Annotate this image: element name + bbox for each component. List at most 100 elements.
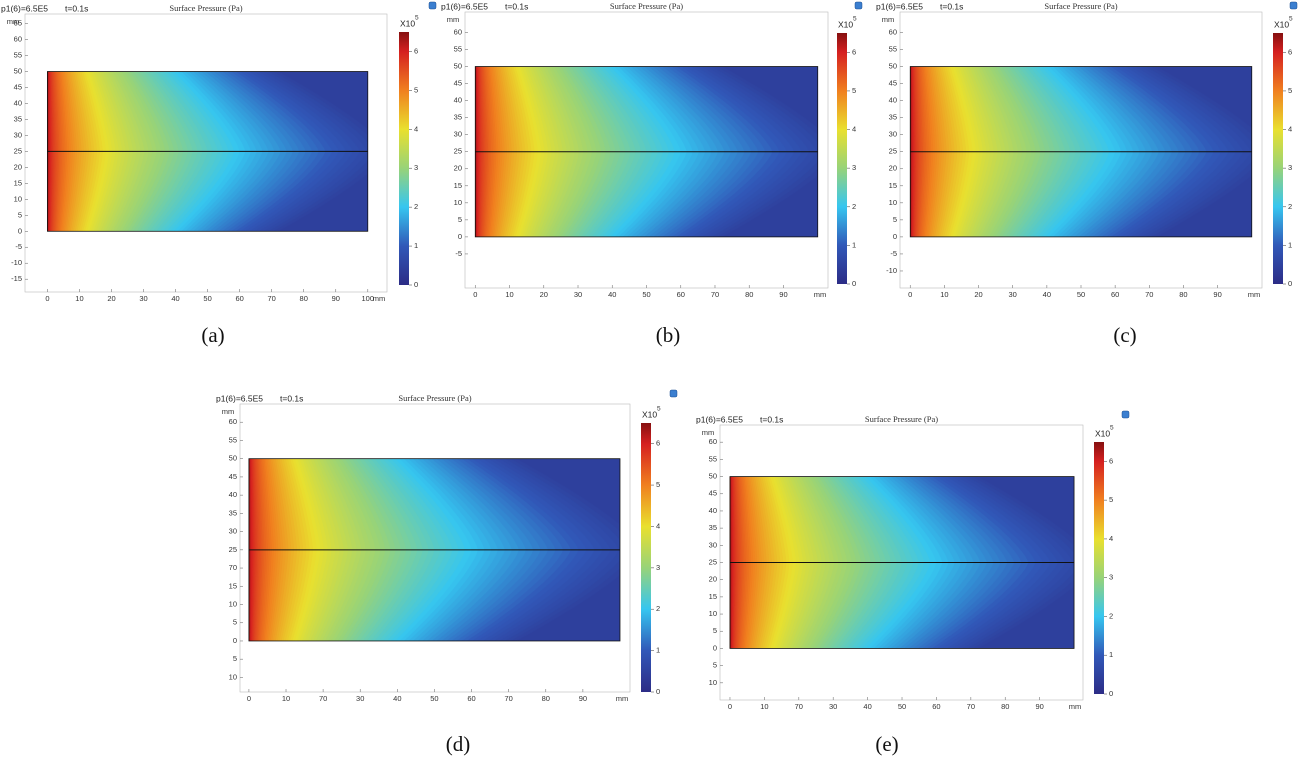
x-tick-label: 10	[282, 694, 290, 703]
y-tick-label: 40	[454, 96, 462, 105]
y-tick-label: 25	[229, 545, 237, 554]
y-tick-label: 0	[893, 232, 897, 241]
x-tick-label: 20	[974, 290, 982, 299]
y-tick-label: -5	[15, 242, 22, 251]
x-tick-label: 60	[932, 702, 940, 711]
x-tick-label: 70	[711, 290, 719, 299]
colorbar-exponent: 5	[657, 406, 661, 413]
x-unit: mm	[1248, 290, 1261, 299]
annotation: p1(6)=6.5E5	[441, 1, 488, 11]
annotation: t=0.1s	[760, 414, 783, 424]
y-tick-label: 5	[713, 661, 717, 670]
y-tick-label: 10	[454, 198, 462, 207]
x-tick-label: 40	[863, 702, 871, 711]
x-tick-label: 40	[393, 694, 401, 703]
colorbar-tick-label: 1	[1288, 240, 1292, 249]
annotation: t=0.1s	[65, 3, 88, 13]
x-tick-label: 0	[247, 694, 251, 703]
y-tick-label: 25	[14, 146, 22, 155]
colorbar-label: X10	[1095, 428, 1110, 438]
colorbar-tick-label: 3	[414, 163, 418, 172]
annotation: p1(6)=6.5E5	[876, 1, 923, 11]
x-tick-label: 70	[268, 294, 276, 303]
y-tick-label: 40	[889, 96, 897, 105]
y-tick-label: 55	[889, 44, 897, 53]
colorbar-exponent: 5	[1110, 425, 1114, 432]
colorbar-exponent: 5	[1289, 16, 1293, 23]
y-tick-label: -10	[886, 266, 897, 275]
caption: (e)	[875, 732, 898, 756]
y-unit: mm	[222, 407, 235, 416]
x-tick-label: 60	[1111, 290, 1119, 299]
y-tick-label: 30	[454, 130, 462, 139]
colorbar	[1094, 442, 1104, 694]
colorbar-tick-label: 1	[414, 241, 418, 250]
colorbar-tick-label: 6	[1288, 47, 1292, 56]
x-tick-label: 30	[356, 694, 364, 703]
colorbar-tick-label: 6	[656, 439, 660, 448]
y-tick-label: 45	[14, 82, 22, 91]
y-tick-label: 40	[14, 98, 22, 107]
x-tick-label: 0	[473, 290, 477, 299]
y-tick-label: 10	[229, 599, 237, 608]
y-tick-label: 10	[709, 609, 717, 618]
x-tick-label: 90	[332, 294, 340, 303]
y-tick-label: 55	[454, 44, 462, 53]
x-tick-label: 50	[642, 290, 650, 299]
x-tick-label: 40	[1043, 290, 1051, 299]
x-tick-label: 70	[795, 702, 803, 711]
y-tick-label: 50	[454, 62, 462, 71]
y-tick-label: 60	[229, 417, 237, 426]
x-tick-label: 10	[505, 290, 513, 299]
y-tick-label: 20	[709, 575, 717, 584]
annotation: p1(6)=6.5E5	[696, 414, 743, 424]
y-tick-label: 50	[14, 67, 22, 76]
x-tick-label: 90	[1035, 702, 1043, 711]
colorbar-tick-label: 5	[656, 480, 660, 489]
colorbar-tick-label: 0	[1109, 689, 1113, 698]
y-tick-label: 20	[889, 164, 897, 173]
panel: 0 10 20 30 40 50 60 70 80 90 100-15-10-50510152025…	[1, 1, 437, 347]
y-unit: mm	[7, 17, 20, 26]
annotation: p1(6)=6.5E5	[1, 3, 48, 13]
pressure-field	[47, 71, 368, 232]
x-tick-label: 70	[504, 694, 512, 703]
colorbar	[641, 423, 651, 692]
settings-icon	[1121, 410, 1130, 419]
x-unit: mm	[373, 294, 386, 303]
y-tick-label: 45	[709, 489, 717, 498]
settings-icon	[854, 1, 863, 10]
x-tick-label: 20	[107, 294, 115, 303]
colorbar-tick-label: 0	[852, 279, 856, 288]
colorbar-tick-label: 1	[1109, 650, 1113, 659]
colorbar	[837, 33, 847, 284]
x-tick-label: 10	[75, 294, 83, 303]
x-tick-label: 60	[467, 694, 475, 703]
y-tick-label: 55	[709, 454, 717, 463]
y-tick-label: 45	[229, 472, 237, 481]
x-unit: mm	[814, 290, 827, 299]
settings-icon	[1289, 1, 1298, 10]
colorbar-exponent: 5	[853, 16, 857, 23]
colorbar-tick-label: 4	[656, 521, 660, 530]
x-tick-label: 90	[1213, 290, 1221, 299]
x-tick-label: 50	[898, 702, 906, 711]
y-tick-label: 15	[14, 178, 22, 187]
x-tick-label: 80	[745, 290, 753, 299]
y-tick-label: 5	[893, 215, 897, 224]
y-tick-label: 30	[889, 130, 897, 139]
caption: (b)	[656, 323, 681, 347]
y-tick-label: 30	[229, 527, 237, 536]
y-tick-label: 70	[229, 563, 237, 572]
settings-icon	[669, 389, 678, 398]
y-tick-label: 35	[889, 113, 897, 122]
y-tick-label: 60	[454, 27, 462, 36]
x-unit: mm	[616, 694, 629, 703]
annotation: t=0.1s	[280, 393, 303, 403]
x-tick-label: 40	[171, 294, 179, 303]
colorbar-tick-label: 5	[1288, 86, 1292, 95]
y-tick-label: 50	[709, 472, 717, 481]
colorbar-tick-label: 2	[852, 202, 856, 211]
colorbar-tick-label: 0	[414, 280, 418, 289]
colorbar-tick-label: 4	[414, 124, 418, 133]
